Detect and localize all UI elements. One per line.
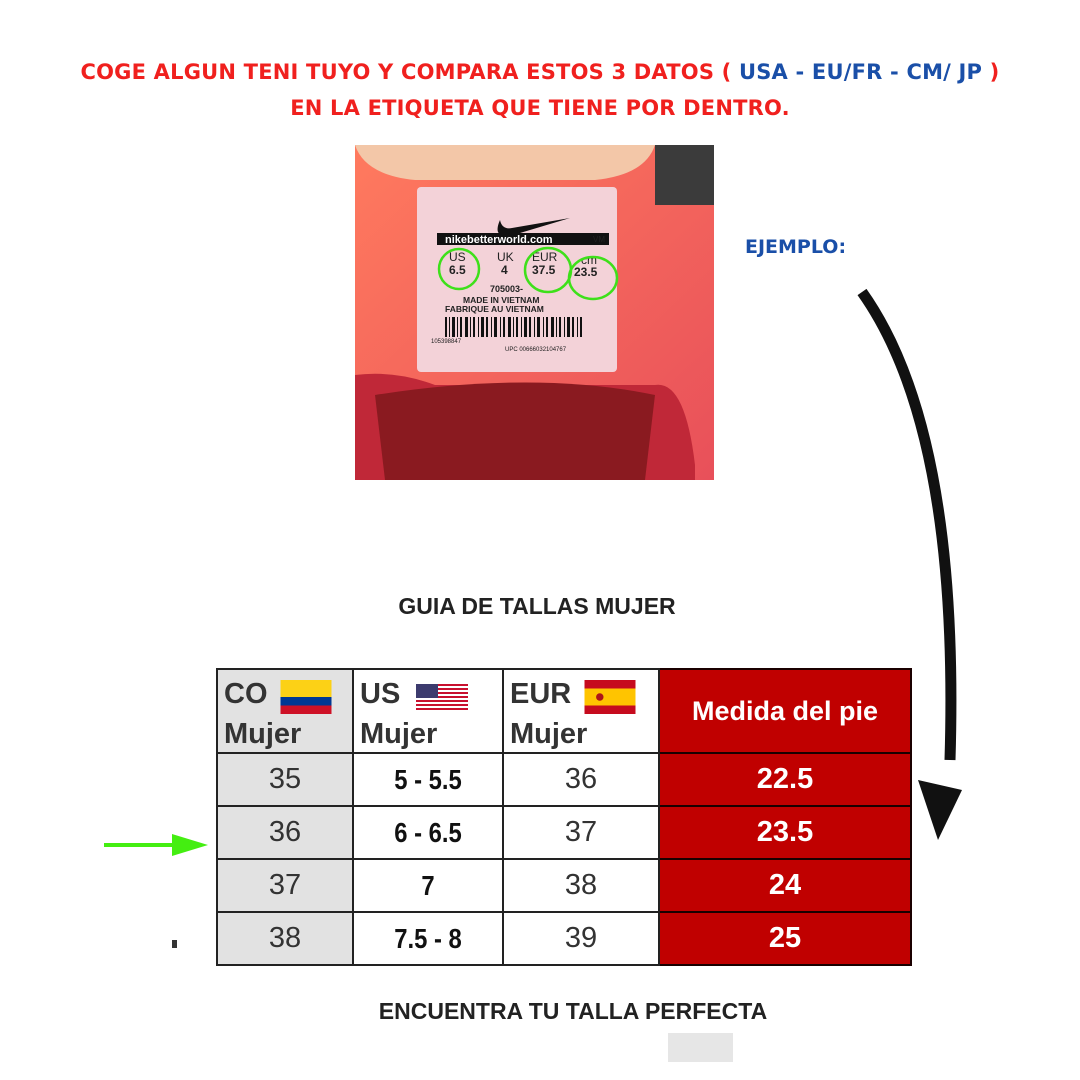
spain-flag-icon <box>584 680 636 714</box>
cell-cm: 25 <box>658 911 912 966</box>
table-header-row: CO Mujer US Mujer EUR Mujer Medida del pie <box>216 668 912 754</box>
shoe-label-photo: nikebetterworld.com VM US 6.5 UK 4 EUR 3… <box>355 145 714 480</box>
label-eur: EUR <box>532 250 558 264</box>
gray-block <box>668 1033 733 1062</box>
label-eur-value: 37.5 <box>532 263 556 277</box>
example-label: EJEMPLO: <box>745 236 847 258</box>
cell-eur: 38 <box>502 858 660 913</box>
cell-us: 7 <box>363 858 493 913</box>
usa-flag-icon <box>416 684 468 710</box>
header-co: CO Mujer <box>216 668 354 754</box>
label-brand: nikebetterworld.com <box>445 234 553 246</box>
label-upc: UPC 00666032104767 <box>505 347 567 353</box>
size-table: CO Mujer US Mujer EUR Mujer Medida del pie … <box>216 668 912 966</box>
cell-us: 7.5 - 8 <box>363 911 493 966</box>
table-row: 38 7.5 - 8 39 25 <box>216 911 912 966</box>
header-foot-length: Medida del pie <box>658 668 912 754</box>
highlight-circle-us <box>437 247 481 291</box>
stray-mark <box>172 940 177 948</box>
label-made-in: MADE IN VIETNAM <box>463 295 540 305</box>
label-uk-value: 4 <box>501 263 508 277</box>
table-row: 36 6 - 6.5 37 23.5 <box>216 805 912 860</box>
table-row: 35 5 - 5.5 36 22.5 <box>216 752 912 807</box>
label-style: 705003- <box>490 284 523 294</box>
cell-us: 6 - 6.5 <box>363 805 493 860</box>
curved-arrow-icon <box>857 288 962 840</box>
cell-eur: 36 <box>502 752 660 807</box>
label-us: US <box>449 250 466 264</box>
green-arrow-icon <box>104 834 208 856</box>
footer-tagline: ENCUENTRA TU TALLA PERFECTA <box>378 998 768 1024</box>
colombia-flag-icon <box>280 680 332 714</box>
header-us: US Mujer <box>352 668 504 754</box>
cell-co: 35 <box>216 752 354 807</box>
label-cm-value: 23.5 <box>574 265 598 279</box>
header-sub: Mujer <box>360 718 438 750</box>
instruction-text: COGE ALGUN TENI TUYO Y COMPARA ESTOS 3 D… <box>80 60 732 84</box>
label-uk: UK <box>497 250 514 264</box>
cell-co: 37 <box>216 858 354 913</box>
size-guide-title: GUIA DE TALLAS MUJER <box>398 593 676 619</box>
header-sub: Mujer <box>224 718 302 750</box>
label-vm: VM <box>593 235 605 244</box>
label-us-value: 6.5 <box>449 263 466 277</box>
header-code: US <box>360 678 401 710</box>
cell-cm: 22.5 <box>658 752 912 807</box>
cell-co: 38 <box>216 911 354 966</box>
barcode <box>445 317 582 337</box>
label-fabrique: FABRIQUE AU VIETNAM <box>445 304 544 314</box>
instruction-text: ) <box>989 60 1000 84</box>
instruction-highlight: USA - EU/FR - CM/ JP <box>731 60 990 84</box>
cell-cm: 23.5 <box>658 805 912 860</box>
header-code: CO <box>224 678 268 710</box>
header-code: EUR <box>510 678 572 710</box>
header-eur: EUR Mujer <box>502 668 660 754</box>
cell-cm: 24 <box>658 858 912 913</box>
instruction-line-2: EN LA ETIQUETA QUE TIENE POR DENTRO. <box>290 96 790 120</box>
label-serial: 105398847 <box>431 339 462 345</box>
table-row: 37 7 38 24 <box>216 858 912 913</box>
header-sub: Mujer <box>510 718 588 750</box>
cell-us: 5 - 5.5 <box>363 752 493 807</box>
cell-co: 36 <box>216 805 354 860</box>
cell-eur: 37 <box>502 805 660 860</box>
highlight-circle-cm <box>567 255 619 301</box>
cell-eur: 39 <box>502 911 660 966</box>
instruction-line-1: COGE ALGUN TENI TUYO Y COMPARA ESTOS 3 D… <box>0 60 1080 84</box>
